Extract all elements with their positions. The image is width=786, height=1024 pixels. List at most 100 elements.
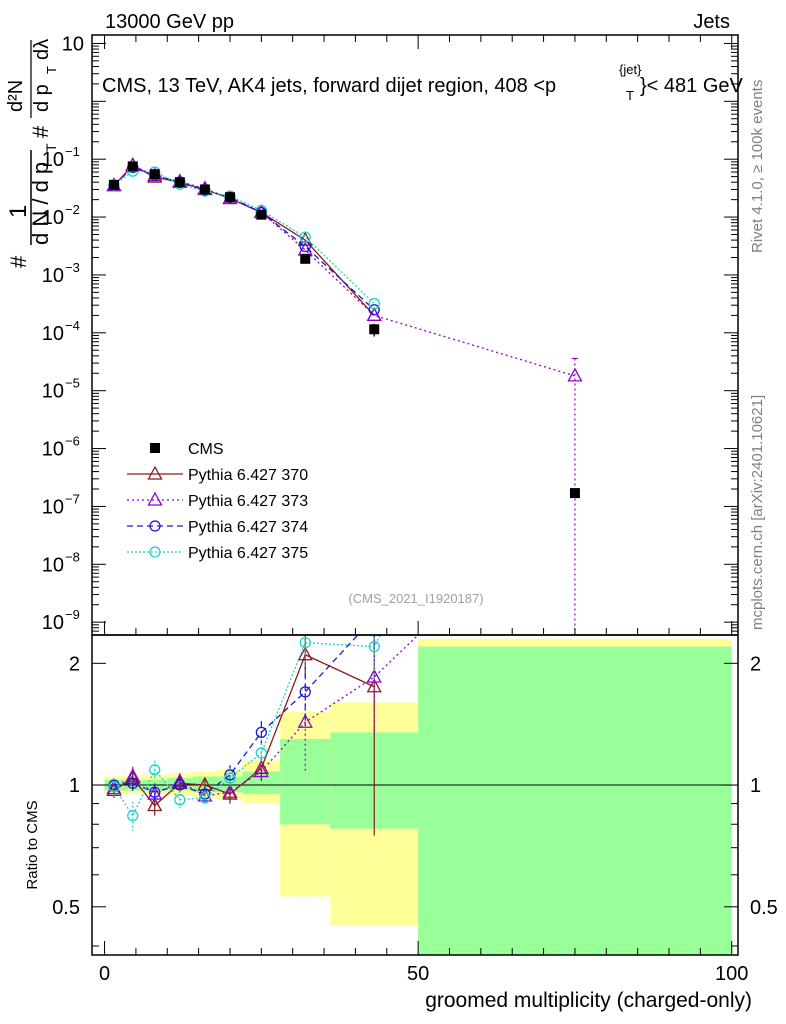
legend-label-data: CMS	[188, 441, 224, 458]
ylabel-hash-1: #	[6, 255, 31, 268]
ylabel-dlambda: dλ	[31, 39, 53, 60]
ylabel-hash-2: #	[28, 125, 53, 138]
ratio-point-s373-8	[366, 668, 382, 683]
y-tick-exponent-main: −8	[65, 549, 80, 564]
ratio-point-s373-7	[297, 713, 313, 728]
y-tick-label-ratio-right: 1	[750, 775, 761, 797]
point-data-7	[300, 253, 311, 264]
ratio-plot-frame	[91, 634, 739, 956]
ratio-line-s374	[113, 635, 363, 795]
y-tick-exponent-main: −7	[65, 491, 80, 506]
ratio-y-axis-label: Ratio to CMS	[24, 800, 41, 889]
y-tick-exponent-main: −4	[65, 318, 80, 333]
ratio-point-s375-3	[174, 794, 186, 806]
ylabel-dpt-sub: T	[44, 66, 59, 74]
y-tick-label-main: 10	[42, 323, 64, 345]
y-tick-label-ratio-left: 2	[69, 653, 80, 675]
ratio-point-s373-1	[125, 768, 141, 783]
ratio-point-s370-5	[222, 785, 238, 800]
ratio-series-s375	[108, 635, 382, 831]
ratio-point-s370-7	[297, 646, 313, 661]
ratio-point-s370-2	[147, 797, 163, 812]
ratio-point-s373-6	[253, 763, 269, 778]
y-tick-label-main: 10	[42, 496, 64, 518]
watermark: (CMS_2021_I1920187)	[348, 591, 483, 606]
main-y-axis-label: # 1 d N / d p T # d²N d p T dλ	[5, 39, 59, 268]
ylabel-denominator: d N / d p	[28, 162, 53, 245]
ratio-point-s375-1	[127, 810, 139, 822]
ratio-point-s375-2	[149, 764, 161, 776]
ylabel-dpt: d p	[31, 84, 53, 112]
y-tick-label-ratio-left: 1	[69, 775, 80, 797]
ratio-point-s374-3	[174, 779, 186, 791]
point-data-4	[199, 184, 210, 195]
band-green-7	[280, 738, 331, 825]
ratio-point-s373-5	[222, 783, 238, 798]
x-tick-label-0: 0	[99, 963, 110, 985]
ratio-point-s374-7	[299, 686, 311, 698]
point-s375-8	[368, 297, 380, 310]
title-end: }< 481 GeV	[640, 75, 744, 97]
header-right: Jets	[693, 11, 730, 33]
x-tick-label-50: 50	[407, 963, 429, 985]
point-s374-8	[368, 304, 380, 316]
ratio-point-s375-8	[368, 640, 380, 653]
legend-label-s370: Pythia 6.427 370	[188, 467, 308, 484]
ratio-point-s375-5	[224, 772, 236, 784]
point-s373-9	[567, 367, 583, 382]
y-tick-label-ratio-right: 2	[750, 653, 761, 675]
legend-label-s375: Pythia 6.427 375	[188, 545, 308, 562]
legend-marker-s375	[149, 546, 161, 558]
legend: CMS Pythia 6.427 370 Pythia 6.427 373 Pythi…	[127, 441, 308, 562]
y-tick-exponent-main: −5	[65, 376, 80, 391]
y-tick-exponent-main: −9	[65, 607, 80, 622]
ratio-point-s373-0	[106, 780, 122, 795]
legend-marker-s374	[149, 520, 161, 532]
y-tick-label-main: 10	[42, 207, 64, 229]
y-tick-label-main: 10	[42, 439, 64, 461]
ratio-point-s374-2	[149, 786, 161, 798]
ratio-line-s375	[113, 635, 382, 818]
point-data-6	[256, 209, 267, 220]
ratio-point-s375-7	[299, 636, 311, 649]
y-tick-label-ratio-left: 0.5	[52, 897, 80, 919]
title-main: CMS, 13 TeV, AK4 jets, forward dijet reg…	[102, 75, 556, 97]
series-s375	[108, 165, 380, 310]
line-s375	[113, 170, 375, 305]
y-tick-exponent-main: −3	[65, 260, 80, 275]
header-left: 13000 GeV pp	[105, 11, 234, 33]
series-data	[108, 161, 580, 499]
y-tick-label-main: 10	[42, 149, 64, 171]
line-s374	[113, 166, 375, 311]
point-data-9	[569, 488, 580, 499]
y-tick-label-main: 10	[42, 554, 64, 576]
ratio-point-s374-8	[369, 612, 379, 622]
legend-label-s373: Pythia 6.427 373	[188, 493, 308, 510]
ratio-point-s375-6	[255, 747, 267, 759]
point-s370-7	[297, 231, 313, 246]
ratio-point-s375-4	[199, 792, 211, 804]
x-tick-label-100: 100	[715, 963, 748, 985]
point-data-8	[369, 324, 380, 335]
rivet-label: Rivet 4.1.0, ≥ 100k events	[749, 80, 766, 253]
ratio-point-s374-6	[255, 726, 267, 739]
series-s370	[106, 157, 382, 322]
band-green-9	[418, 646, 732, 955]
point-data-2	[149, 169, 160, 180]
legend-marker-s373	[147, 491, 163, 506]
y-tick-exponent-main: −2	[65, 202, 80, 217]
ylabel-dn: d²N	[5, 80, 27, 112]
chart-title: CMS, 13 TeV, AK4 jets, forward dijet reg…	[102, 62, 744, 103]
legend-marker-data	[150, 443, 160, 453]
point-data-1	[127, 161, 138, 172]
ratio-point-s375-0	[108, 781, 120, 793]
ratio-line-s373	[113, 635, 419, 797]
mcplots-label: mcplots.cern.ch [arXiv:2401.10621]	[749, 395, 766, 630]
y-tick-label-main: 10	[42, 381, 64, 403]
ratio-point-s374-1	[127, 777, 139, 789]
band-green-6	[242, 771, 281, 795]
point-data-5	[224, 192, 235, 203]
legend-label-s374: Pythia 6.427 374	[188, 519, 308, 536]
line-s373	[113, 164, 576, 377]
